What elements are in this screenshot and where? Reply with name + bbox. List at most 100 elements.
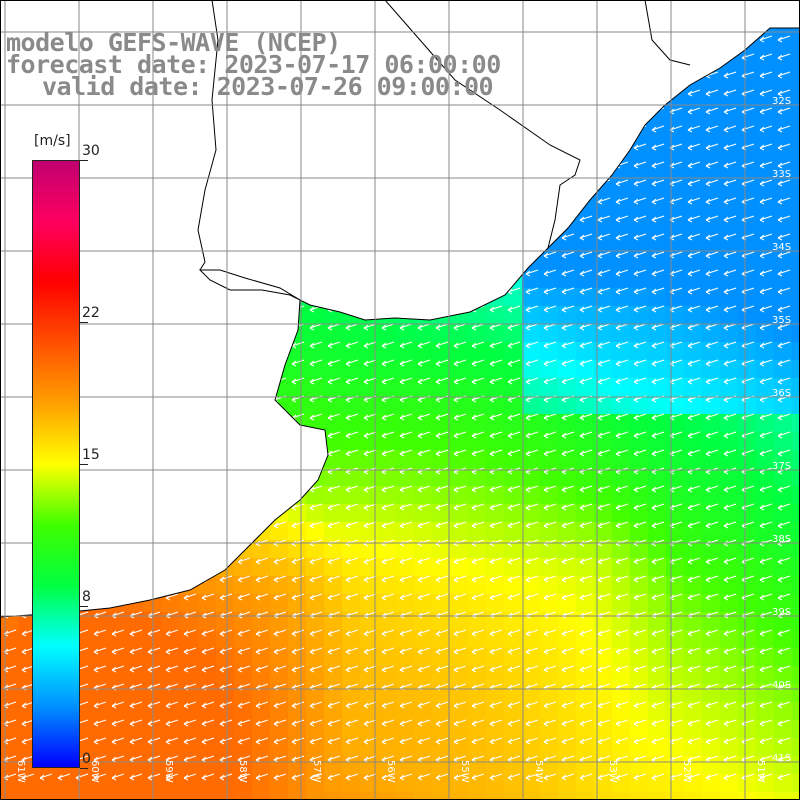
- wind-arrow: [777, 305, 791, 313]
- lon-label: 53W: [607, 760, 618, 783]
- wind-arrow: [399, 359, 413, 367]
- wind-arrow: [543, 521, 557, 529]
- wind-speed-cell: [792, 432, 800, 451]
- wind-arrow: [687, 197, 701, 205]
- wind-arrow: [705, 431, 719, 439]
- wind-speed-cell: [342, 792, 361, 800]
- wind-speed-cell: [792, 234, 800, 253]
- wind-arrow: [561, 431, 575, 439]
- wind-arrow: [651, 521, 665, 529]
- wind-arrow: [597, 197, 611, 205]
- wind-arrow: [543, 251, 557, 259]
- wind-arrow: [615, 341, 629, 349]
- wind-arrow: [651, 269, 665, 277]
- wind-arrow: [759, 215, 773, 223]
- wind-speed-cell: [792, 576, 800, 595]
- wind-arrow: [723, 503, 737, 511]
- wind-arrow: [309, 521, 323, 529]
- wind-speed-cell: [162, 792, 181, 800]
- wind-arrow: [543, 323, 557, 331]
- wind-arrow: [723, 413, 737, 421]
- wind-arrow: [705, 503, 719, 511]
- wind-arrow: [651, 377, 665, 385]
- wind-arrow: [759, 287, 773, 295]
- wind-arrow: [489, 485, 503, 493]
- colorbar-gradient: [33, 161, 79, 767]
- wind-arrow: [723, 305, 737, 313]
- lon-label: 54W: [533, 760, 544, 783]
- wind-arrow: [489, 521, 503, 529]
- wind-arrow: [777, 269, 791, 277]
- wind-arrow: [615, 431, 629, 439]
- wind-arrow: [633, 197, 647, 205]
- wind-arrow: [723, 521, 737, 529]
- wind-arrow: [651, 179, 665, 187]
- wind-arrow: [615, 323, 629, 331]
- wind-speed-cell: [792, 540, 800, 559]
- wind-speed-cell: [36, 792, 55, 800]
- wind-arrow: [327, 503, 341, 511]
- wind-arrow: [507, 449, 521, 457]
- wind-speed-cell: [720, 792, 739, 800]
- wind-arrow: [579, 323, 593, 331]
- wind-arrow: [327, 575, 341, 583]
- wind-arrow: [633, 413, 647, 421]
- wind-arrow: [417, 359, 431, 367]
- wind-arrow: [777, 503, 791, 511]
- wind-speed-cell: [792, 54, 800, 73]
- wind-arrow: [363, 485, 377, 493]
- wind-arrow: [489, 575, 503, 583]
- wind-arrow: [759, 413, 773, 421]
- wind-arrow: [363, 575, 377, 583]
- wind-arrow: [651, 449, 665, 457]
- wind-arrow: [561, 413, 575, 421]
- wind-arrow: [453, 557, 467, 565]
- wind-arrow: [525, 269, 539, 277]
- wind-arrow: [723, 215, 737, 223]
- wind-arrow: [633, 287, 647, 295]
- wind-arrow: [561, 503, 575, 511]
- wind-arrow: [453, 359, 467, 367]
- wind-arrow: [615, 233, 629, 241]
- wind-arrow: [705, 107, 719, 115]
- wind-arrow: [561, 233, 575, 241]
- wind-arrow: [759, 53, 773, 61]
- wind-arrow: [363, 359, 377, 367]
- lon-label: 59W: [163, 760, 174, 783]
- wind-arrow: [345, 485, 359, 493]
- wind-speed-cell: [792, 486, 800, 505]
- wind-arrow: [363, 449, 377, 457]
- wind-arrow: [579, 233, 593, 241]
- wind-arrow: [489, 359, 503, 367]
- wind-arrow: [471, 413, 485, 421]
- wind-speed-cell: [180, 792, 199, 800]
- wind-arrow: [597, 269, 611, 277]
- wind-arrow: [525, 449, 539, 457]
- wind-arrow: [615, 215, 629, 223]
- wind-arrow: [651, 359, 665, 367]
- wind-arrow: [453, 377, 467, 385]
- wind-arrow: [777, 53, 791, 61]
- wind-arrow: [435, 449, 449, 457]
- wind-arrow: [291, 557, 305, 565]
- wind-arrow: [561, 287, 575, 295]
- wind-arrow: [327, 449, 341, 457]
- wind-arrow: [651, 287, 665, 295]
- wind-arrow: [471, 503, 485, 511]
- wind-arrow: [381, 503, 395, 511]
- wind-arrow: [705, 197, 719, 205]
- wind-arrow: [687, 161, 701, 169]
- wind-speed-cell: [792, 738, 800, 757]
- wind-arrow: [777, 431, 791, 439]
- wind-arrow: [471, 341, 485, 349]
- wind-arrow: [633, 161, 647, 169]
- wind-arrow: [687, 341, 701, 349]
- wind-arrow: [345, 431, 359, 439]
- wind-arrow: [525, 431, 539, 439]
- wind-arrow: [561, 341, 575, 349]
- wind-arrow: [381, 485, 395, 493]
- wind-arrow: [615, 557, 629, 565]
- wind-arrow: [543, 557, 557, 565]
- wind-arrow: [471, 323, 485, 331]
- wind-arrow: [687, 503, 701, 511]
